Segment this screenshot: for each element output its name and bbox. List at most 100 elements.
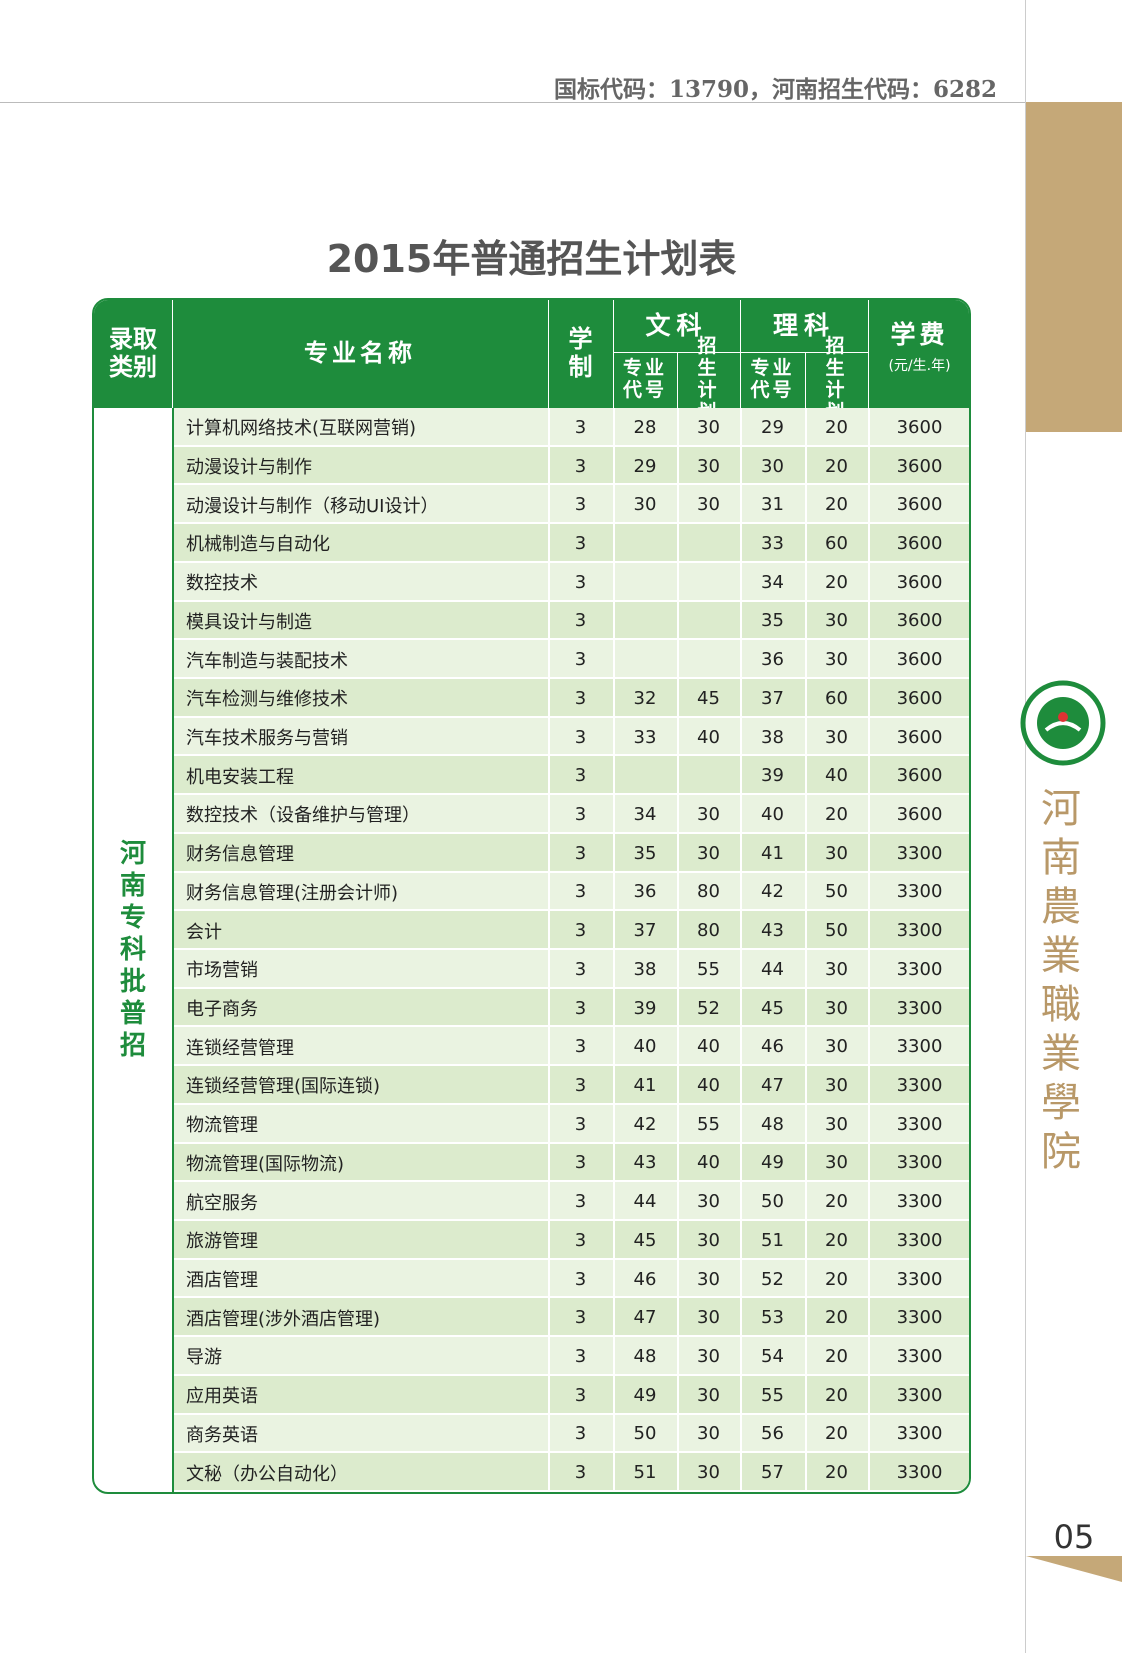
cell-divider [868,1066,870,1105]
table-cell: 3300 [896,1307,943,1329]
cell-divider [548,1182,550,1221]
major-name: 市场营销 [186,960,258,982]
row-band [172,1066,969,1103]
cell-divider [613,756,615,796]
cell-divider [677,679,679,718]
cell-divider [613,1104,615,1144]
cell-divider [548,833,550,873]
table-cell: 3600 [896,726,943,748]
table-cell: 3300 [896,1423,943,1445]
table-cell: 3 [574,1152,587,1174]
cell-divider [613,562,615,602]
table-cell: 29 [761,416,784,438]
cell-divider [613,1375,615,1415]
table-cell: 20 [825,803,848,825]
table-cell: 20 [825,1307,848,1329]
cell-divider [868,1375,870,1415]
cell-divider [548,1414,550,1454]
table-cell: 38 [761,726,784,748]
cell-divider [613,911,615,950]
major-name: 文秘（办公自动化） [186,1463,348,1485]
cell-divider [868,795,870,834]
cell-divider [677,1182,679,1221]
cell-divider [677,1027,679,1067]
table-cell [677,756,740,795]
table-cell: 3600 [896,455,943,477]
table-cell: 3 [574,494,587,516]
row-band [172,524,969,561]
cell-divider [740,1337,742,1376]
side-rule [1025,0,1026,1653]
major-name: 汽车技术服务与营销 [186,728,348,750]
table-cell: 52 [761,1268,784,1290]
cell-divider [868,1104,870,1144]
major-name: 汽车制造与装配技术 [186,650,348,672]
table-cell: 3300 [896,1384,943,1406]
cell-divider [613,485,615,525]
table-cell: 30 [825,610,848,632]
table-cell: 30 [825,1113,848,1135]
header-plan: 招生计划 [825,335,848,422]
cell-divider [805,640,807,679]
major-name: 连锁经营管理 [186,1037,294,1059]
major-name: 连锁经营管理(国际连锁) [186,1076,381,1098]
header-divider [805,352,806,408]
cell-divider [677,524,679,563]
cell-divider [740,1143,742,1183]
cell-divider [613,640,615,679]
table-cell: 48 [761,1113,784,1135]
table-cell: 3600 [896,532,943,554]
table-cell: 39 [761,765,784,787]
cell-divider [740,640,742,679]
cell-divider [548,562,550,602]
table-cell: 49 [761,1152,784,1174]
table-cell: 35 [761,610,784,632]
table-cell: 49 [633,1384,657,1406]
cell-divider [868,872,870,912]
table-cell: 3 [574,1268,587,1290]
table-cell: 3300 [896,958,943,980]
cell-divider [677,911,679,950]
cell-divider [805,1375,807,1415]
cell-divider [548,795,550,834]
table-cell: 3600 [896,610,943,632]
cell-divider [548,1453,550,1492]
major-name: 机械制造与自动化 [186,534,330,556]
cell-divider [548,1298,550,1338]
table-cell: 3 [574,997,587,1019]
cell-divider [548,1143,550,1183]
cell-divider [868,524,870,563]
table-cell: 30 [697,1462,720,1484]
table-cell: 42 [761,881,784,903]
cell-divider [805,679,807,718]
cell-divider [740,1259,742,1299]
table-cell [677,524,740,563]
table-cell: 3600 [896,803,943,825]
cell-divider [868,1298,870,1338]
table-cell: 46 [761,1036,784,1058]
table-cell: 3 [574,416,587,438]
page-marker [1026,1556,1122,1582]
table-cell: 60 [825,687,848,709]
table-cell [677,640,740,679]
cell-divider [613,1143,615,1183]
table-cell: 43 [633,1152,657,1174]
table-cell: 31 [761,494,784,516]
table-cell: 20 [825,1268,848,1290]
cell-divider [613,679,615,718]
cell-divider [868,446,870,486]
row-band [172,756,969,794]
category-label: 河南专科批普招 [119,839,146,1061]
cell-divider [677,485,679,525]
header-major: 专业名称 [304,339,416,368]
major-name: 财务信息管理(注册会计师) [186,882,399,904]
cell-divider [677,1221,679,1260]
table-cell: 30 [697,416,720,438]
cell-divider [613,795,615,834]
cell-divider [805,485,807,525]
header-category: 录取类别 [109,325,157,381]
header-divider [740,300,741,408]
cell-divider [677,1414,679,1454]
table-cell: 44 [761,958,784,980]
school-logo [1020,680,1106,766]
